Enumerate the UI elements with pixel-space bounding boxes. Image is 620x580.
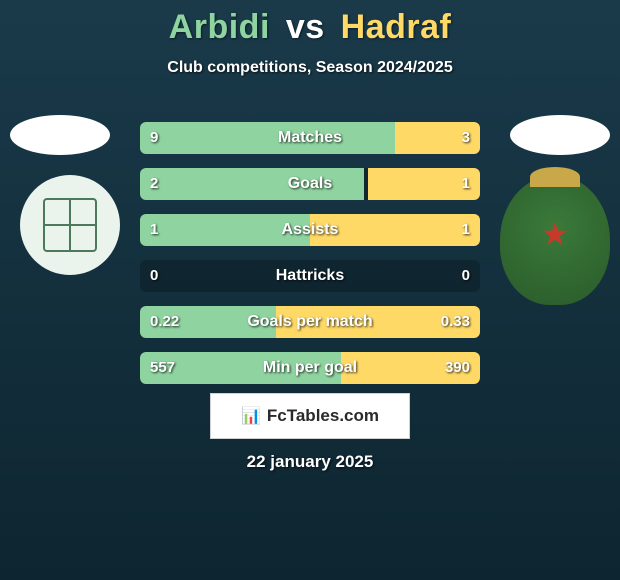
stat-row: 11Assists — [140, 214, 480, 246]
stat-label: Matches — [140, 122, 480, 154]
stat-row: 00Hattricks — [140, 260, 480, 292]
stat-label: Assists — [140, 214, 480, 246]
brand-icon: 📊 — [241, 406, 261, 426]
stats-bars: 93Matches 21Goals 11Assists 00Hattricks 0.22… — [140, 122, 480, 398]
stat-row: 557390Min per goal — [140, 352, 480, 384]
stat-label: Hattricks — [140, 260, 480, 292]
stat-label: Goals — [140, 168, 480, 200]
vs-text: vs — [286, 8, 325, 46]
player2-name: Hadraf — [341, 8, 452, 46]
player1-name: Arbidi — [169, 8, 270, 46]
stat-label: Goals per match — [140, 306, 480, 338]
footer-date: 22 january 2025 — [0, 452, 620, 472]
player1-avatar — [10, 115, 110, 155]
stat-label: Min per goal — [140, 352, 480, 384]
stat-row: 0.220.33Goals per match — [140, 306, 480, 338]
player1-club-badge — [20, 175, 120, 275]
stat-row: 21Goals — [140, 168, 480, 200]
footer-brand: 📊 FcTables.com — [210, 393, 410, 439]
brand-text: FcTables.com — [267, 406, 379, 426]
comparison-title: Arbidi vs Hadraf — [0, 0, 620, 47]
player2-avatar — [510, 115, 610, 155]
subtitle: Club competitions, Season 2024/2025 — [0, 59, 620, 77]
player2-club-badge — [500, 175, 610, 305]
stat-row: 93Matches — [140, 122, 480, 154]
